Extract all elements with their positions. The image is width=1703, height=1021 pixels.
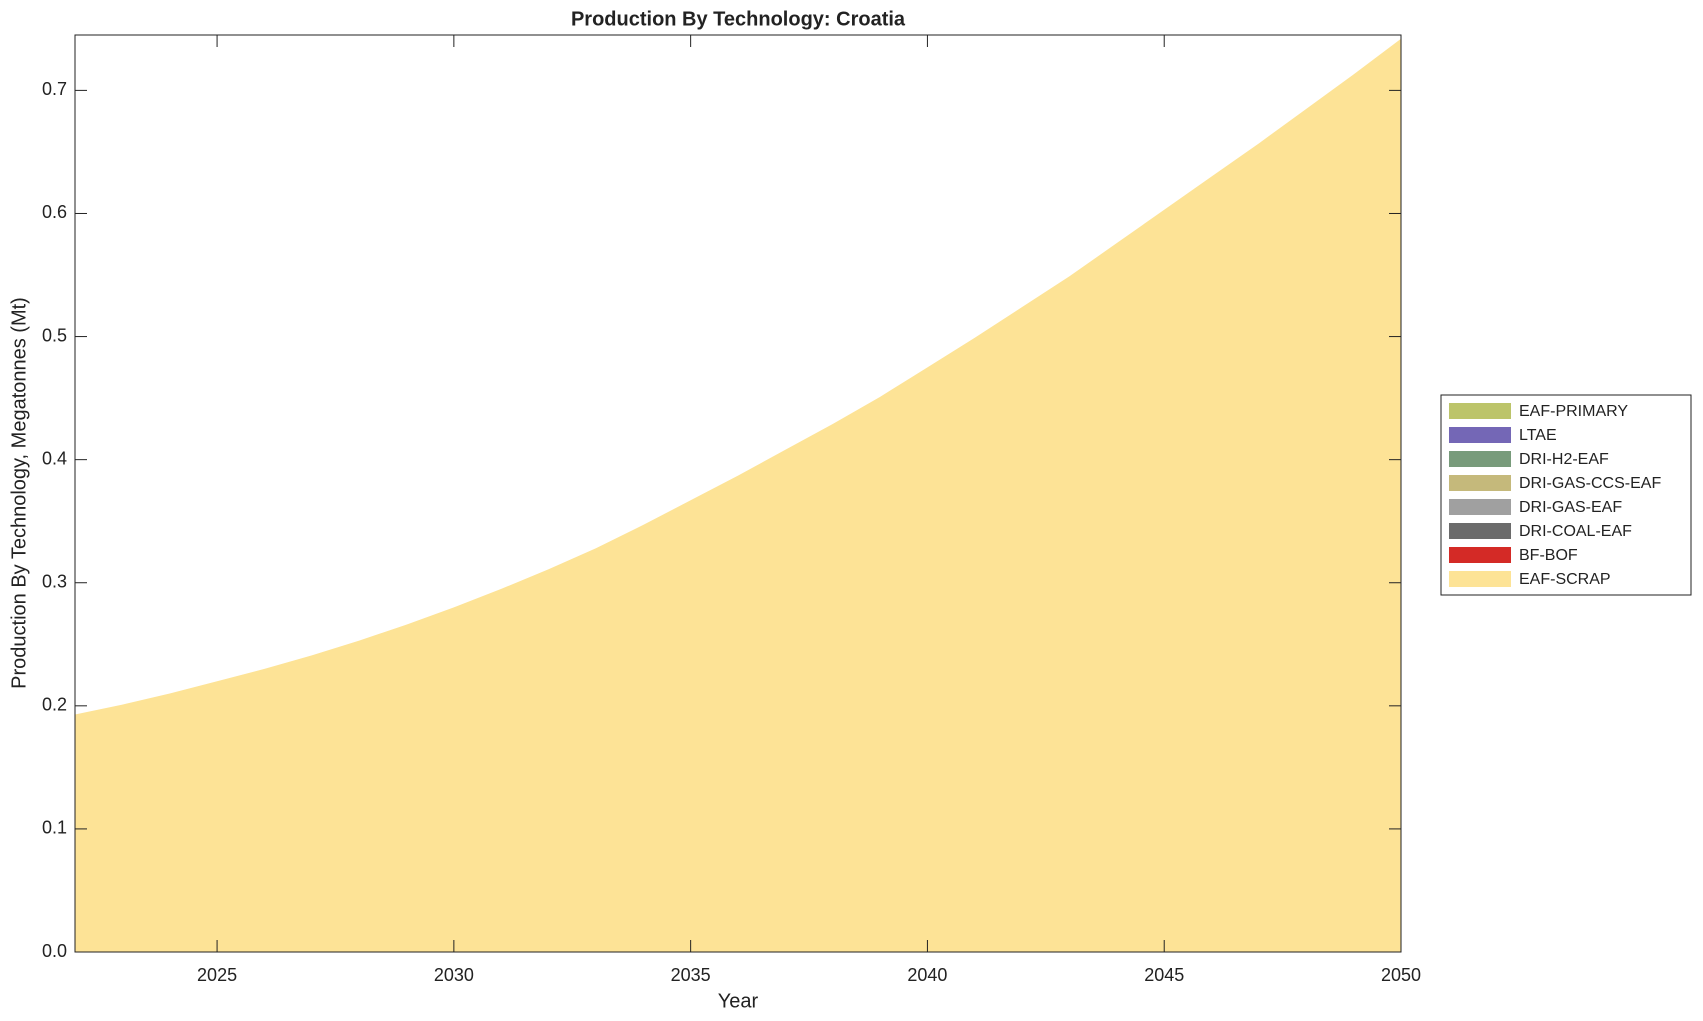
y-tick-label: 0.3 bbox=[42, 571, 67, 591]
x-tick-label: 2040 bbox=[907, 965, 947, 985]
y-axis-label: Production By Technology, Megatonnes (Mt… bbox=[8, 297, 30, 689]
legend-label: BF-BOF bbox=[1519, 547, 1578, 564]
legend-label: DRI-GAS-CCS-EAF bbox=[1519, 475, 1661, 492]
legend-swatch bbox=[1449, 403, 1511, 419]
legend-label: LTAE bbox=[1519, 427, 1557, 444]
plot-frame bbox=[74, 34, 1402, 953]
legend-label: DRI-GAS-EAF bbox=[1519, 499, 1622, 516]
y-tick-label: 0.5 bbox=[42, 325, 67, 345]
area bbox=[75, 38, 1401, 952]
legend-swatch bbox=[1449, 475, 1511, 491]
x-axis-label: Year bbox=[718, 990, 759, 1012]
x-tick-label: 2050 bbox=[1381, 965, 1421, 985]
legend-swatch bbox=[1449, 427, 1511, 443]
x-tick-label: 2035 bbox=[671, 965, 711, 985]
legend-box bbox=[1440, 394, 1692, 596]
legend-label: DRI-COAL-EAF bbox=[1519, 523, 1632, 540]
x-tick-label: 2030 bbox=[434, 965, 474, 985]
y-tick-label: 0.4 bbox=[42, 448, 67, 468]
y-tick-label: 0.2 bbox=[42, 695, 67, 715]
x-tick-label: 2025 bbox=[197, 965, 237, 985]
y-tick-label: 0.7 bbox=[42, 79, 67, 99]
legend-swatch bbox=[1449, 523, 1511, 539]
y-tick-label: 0.1 bbox=[42, 818, 67, 838]
x-tick-label: 2045 bbox=[1144, 965, 1184, 985]
legend-swatch bbox=[1449, 499, 1511, 515]
legend-label: EAF-PRIMARY bbox=[1519, 403, 1628, 420]
legend-swatch bbox=[1449, 451, 1511, 467]
y-tick-label: 0.0 bbox=[42, 941, 67, 961]
legend-label: DRI-H2-EAF bbox=[1519, 451, 1609, 468]
legend-swatch bbox=[1449, 571, 1511, 587]
chart-title: Production By Technology: Croatia bbox=[571, 8, 906, 30]
y-tick-label: 0.6 bbox=[42, 202, 67, 222]
legend-swatch bbox=[1449, 547, 1511, 563]
legend-label: EAF-SCRAP bbox=[1519, 571, 1611, 588]
